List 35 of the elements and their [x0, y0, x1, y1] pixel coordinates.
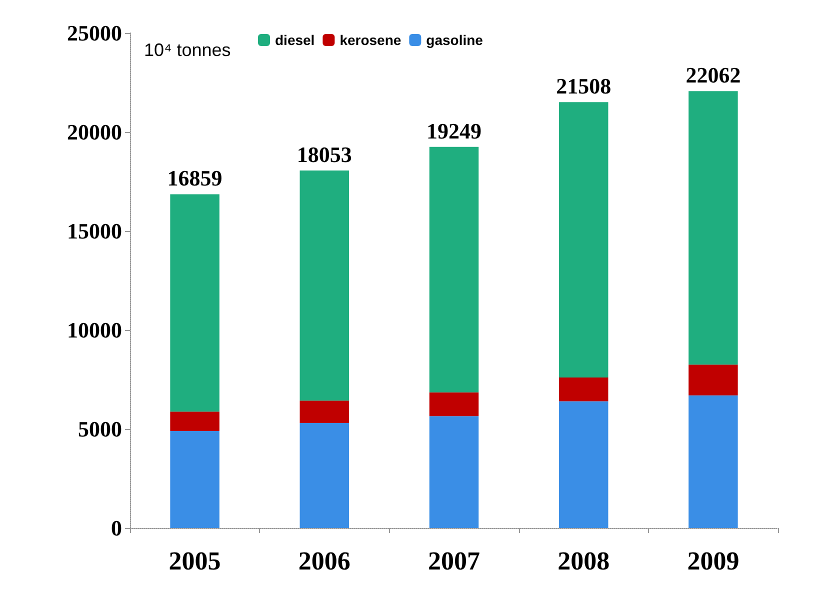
y-tick-label: 25000 — [67, 20, 122, 46]
y-tick-label: 5000 — [78, 416, 122, 442]
bar — [558, 401, 608, 528]
total-label: 21508 — [556, 74, 612, 99]
x-tick-label: 2009 — [687, 546, 740, 576]
total-label: 16859 — [167, 166, 222, 191]
y-tick-label: 0 — [111, 516, 122, 540]
bar — [429, 146, 479, 392]
bar — [429, 416, 479, 528]
legend-label: gasoline — [426, 32, 484, 48]
bar — [688, 364, 738, 396]
bar — [170, 430, 220, 528]
bar — [688, 395, 738, 528]
y-axis-title: 10⁴ tonnes — [144, 40, 231, 60]
y-tick-label: 20000 — [67, 120, 122, 144]
y-tick-label: 10000 — [67, 318, 122, 342]
legend-label: diesel — [275, 32, 315, 48]
bar — [300, 400, 350, 424]
total-label: 18053 — [296, 142, 352, 168]
bar — [558, 102, 608, 378]
total-label: 22062 — [686, 62, 741, 88]
bar — [170, 194, 220, 412]
x-tick-label: 2006 — [298, 546, 350, 576]
x-tick-label: 2007 — [428, 546, 480, 576]
bar — [300, 423, 350, 528]
legend-label: kerosene — [340, 32, 402, 48]
x-tick-label: 2005 — [168, 546, 221, 576]
bar — [170, 412, 220, 431]
bar — [558, 378, 608, 402]
x-tick-label: 2008 — [558, 546, 610, 576]
bar — [688, 91, 738, 365]
y-tick-label: 15000 — [67, 218, 122, 244]
total-label: 19249 — [426, 118, 482, 144]
bar — [300, 170, 350, 401]
bar — [429, 392, 479, 416]
